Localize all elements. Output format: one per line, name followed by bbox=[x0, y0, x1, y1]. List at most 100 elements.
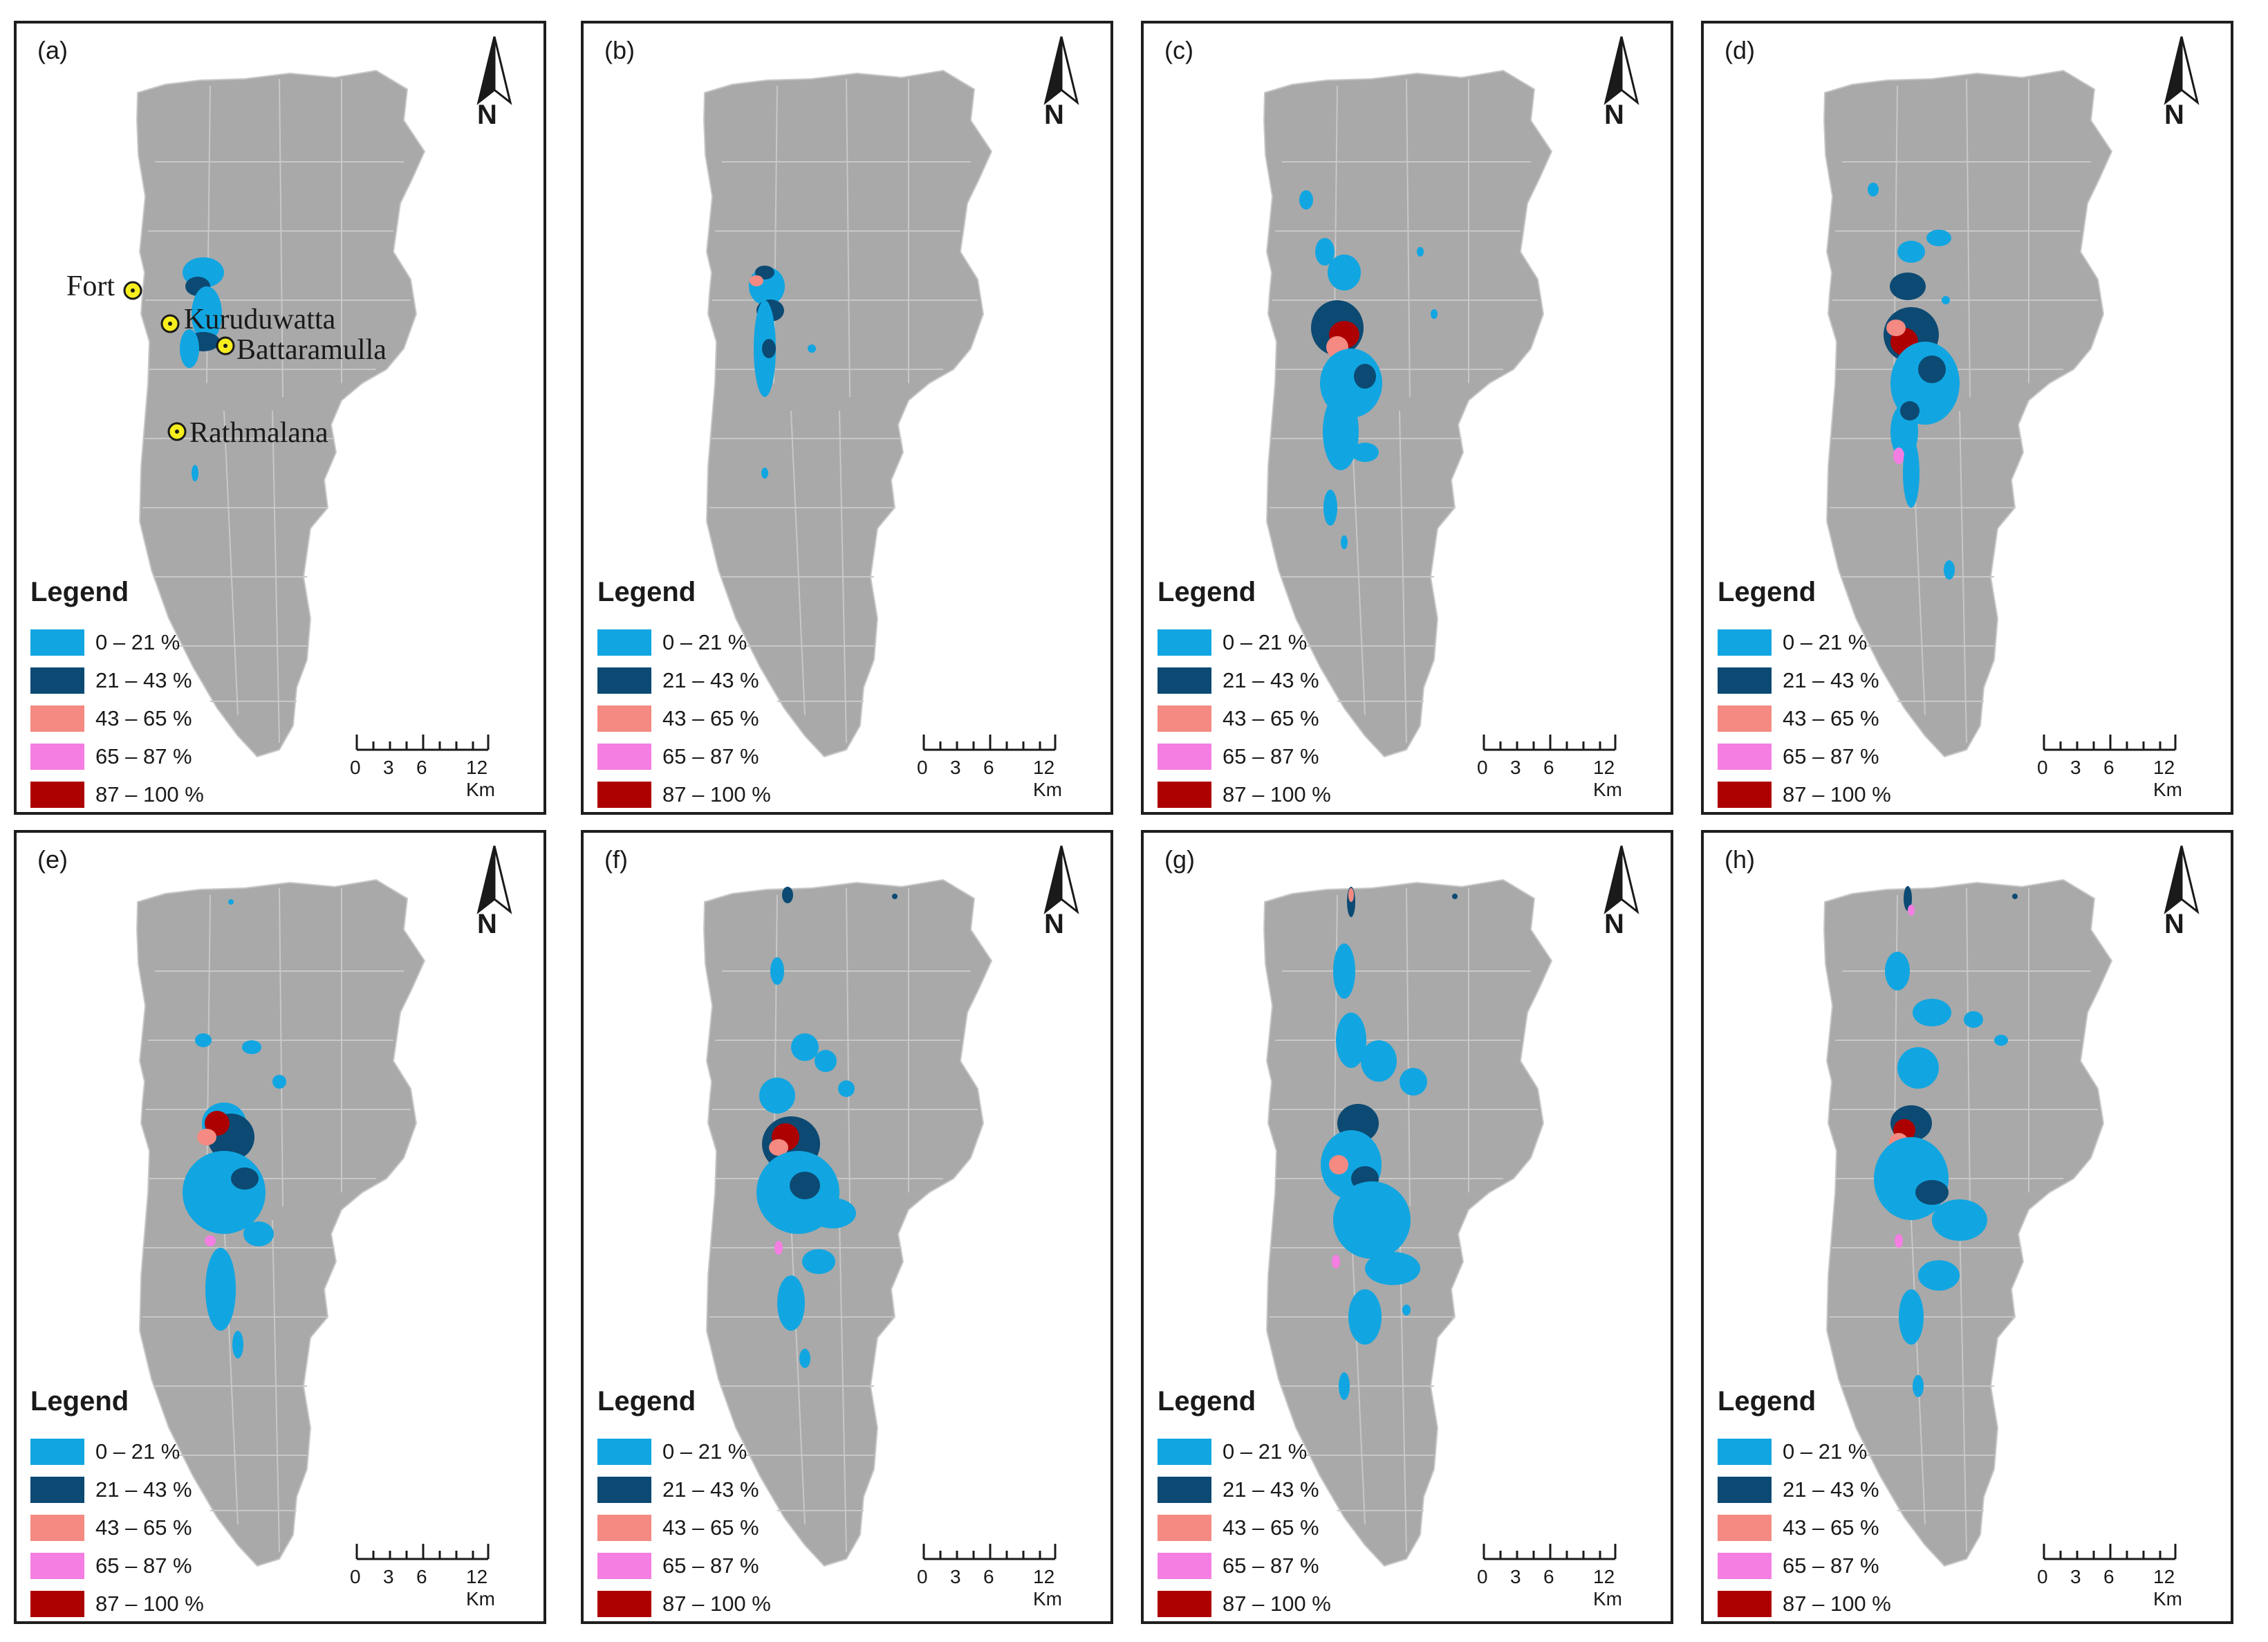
scale-bar-ruler bbox=[355, 735, 490, 751]
class-area-c2 bbox=[1904, 886, 1912, 911]
legend-swatch bbox=[30, 743, 84, 770]
legend-swatch bbox=[30, 705, 84, 732]
class-area-c2 bbox=[1915, 1180, 1949, 1205]
legend-label: 0 – 21 % bbox=[662, 1439, 747, 1464]
admin-boundaries bbox=[1270, 78, 1538, 744]
legend-label: 43 – 65 % bbox=[1223, 1515, 1319, 1540]
class-area-c1 bbox=[1431, 309, 1438, 319]
scale-tick: 3 bbox=[383, 1566, 394, 1587]
legend-label: 21 – 43 % bbox=[95, 667, 192, 692]
legend-swatch bbox=[597, 1438, 651, 1465]
scale-tick: 12 Km bbox=[2153, 757, 2182, 800]
scale-bar-ruler bbox=[922, 1544, 1057, 1560]
legend-label: 21 – 43 % bbox=[1783, 1477, 1879, 1502]
class-area-c1 bbox=[1333, 1181, 1411, 1259]
scale-tick: 3 bbox=[950, 1566, 961, 1587]
admin-boundaries bbox=[142, 78, 411, 744]
scale-bar-ruler bbox=[2043, 735, 2177, 751]
legend-label: 43 – 65 % bbox=[95, 1515, 192, 1540]
class-area-c1 bbox=[228, 899, 234, 905]
class-area-c1 bbox=[1897, 1047, 1939, 1089]
district-map bbox=[123, 69, 426, 758]
scale-tick: 3 bbox=[2070, 1566, 2081, 1587]
legend: Legend 0 – 21 % 21 – 43 % 43 – 65 % 65 – 87… bbox=[1718, 1386, 1967, 1621]
district-map bbox=[703, 878, 993, 1567]
legend-item: 43 – 65 % bbox=[597, 699, 846, 737]
class-area-c1 bbox=[1323, 393, 1359, 470]
legend-label: 65 – 87 % bbox=[95, 744, 192, 768]
map-panel-d: (d) N Legend 0 – 21 % 21 – 43 % 43 – 65 % 6… bbox=[1701, 21, 2233, 815]
legend-label: 43 – 65 % bbox=[1783, 1515, 1879, 1540]
legend-label: 0 – 21 % bbox=[1223, 629, 1308, 654]
legend: Legend 0 – 21 % 21 – 43 % 43 – 65 % 65 – 87… bbox=[1718, 577, 1967, 812]
legend-item: 87 – 100 % bbox=[30, 775, 279, 812]
map-panel-a: (a) N Legend 0 – 21 % 21 – 43 % 43 – 65 % 6… bbox=[14, 21, 546, 815]
place-marker-dot bbox=[223, 344, 227, 348]
north-arrow: N bbox=[463, 33, 526, 130]
built-up-overlay bbox=[1868, 183, 1960, 580]
class-area-c1 bbox=[838, 1080, 855, 1097]
scale-tick: 0 bbox=[917, 1566, 928, 1587]
legend-item: 21 – 43 % bbox=[30, 1470, 279, 1509]
class-area-c1 bbox=[808, 344, 816, 353]
legend-swatch bbox=[1158, 1438, 1211, 1465]
legend-label: 87 – 100 % bbox=[1783, 1591, 1891, 1616]
legend-label: 21 – 43 % bbox=[95, 1477, 192, 1502]
legend-swatch bbox=[1718, 781, 1772, 808]
district-map bbox=[1823, 878, 2113, 1567]
scale-bar: 0 3 6 12 Km bbox=[1470, 729, 1643, 800]
class-area-c1 bbox=[1903, 439, 1920, 508]
class-area-c1 bbox=[1341, 535, 1348, 549]
class-area-c1 bbox=[1918, 1260, 1960, 1291]
legend-item: 43 – 65 % bbox=[30, 699, 279, 737]
legend-title: Legend bbox=[1718, 1386, 1816, 1417]
legend-swatch bbox=[1158, 1476, 1211, 1503]
scale-tick: 3 bbox=[383, 757, 394, 778]
legend-label: 21 – 43 % bbox=[662, 667, 759, 692]
class-area-c4 bbox=[1332, 1255, 1340, 1269]
legend-swatch bbox=[1718, 629, 1772, 656]
class-area-c1 bbox=[777, 1275, 805, 1331]
class-area-c1 bbox=[759, 1078, 795, 1114]
legend-swatch bbox=[597, 781, 651, 808]
legend-item: 21 – 43 % bbox=[597, 1470, 846, 1509]
legend-swatch bbox=[597, 743, 651, 770]
legend: Legend 0 – 21 % 21 – 43 % 43 – 65 % 65 – 87… bbox=[1158, 577, 1406, 812]
north-arrow-icon bbox=[2164, 36, 2200, 105]
class-area-c2 bbox=[1354, 364, 1376, 389]
legend-item: 87 – 100 % bbox=[1158, 775, 1406, 812]
built-up-overlay bbox=[756, 887, 898, 1368]
legend-swatch bbox=[30, 1514, 84, 1541]
scale-tick: 0 bbox=[350, 1566, 361, 1587]
panel-label: (h) bbox=[1725, 845, 1755, 874]
class-area-c2 bbox=[790, 1172, 820, 1199]
scale-tick: 6 bbox=[416, 1566, 427, 1587]
legend-swatch bbox=[1158, 1590, 1211, 1617]
legend: Legend 0 – 21 % 21 – 43 % 43 – 65 % 65 – 87… bbox=[30, 577, 279, 812]
legend-swatch bbox=[1158, 1514, 1211, 1541]
legend-title: Legend bbox=[1158, 577, 1256, 607]
legend-swatch bbox=[30, 667, 84, 694]
legend-item: 0 – 21 % bbox=[1718, 1432, 1967, 1470]
scale-tick: 6 bbox=[983, 1566, 994, 1587]
built-up-overlay bbox=[1874, 886, 2018, 1397]
built-up-overlay bbox=[1299, 190, 1438, 549]
class-area-c1 bbox=[195, 1033, 212, 1047]
legend-item: 87 – 100 % bbox=[597, 1585, 846, 1621]
class-area-c1 bbox=[1417, 247, 1424, 257]
map-panel-f: (f) N Legend 0 – 21 % 21 – 43 % 43 – 65 % 6… bbox=[581, 830, 1113, 1624]
legend-swatch bbox=[1158, 743, 1211, 770]
legend: Legend 0 – 21 % 21 – 43 % 43 – 65 % 65 – 87… bbox=[1158, 1386, 1406, 1621]
legend-label: 21 – 43 % bbox=[1223, 1477, 1319, 1502]
place-label: Rathmalana bbox=[189, 417, 328, 449]
district-map bbox=[1823, 69, 2113, 758]
legend-label: 0 – 21 % bbox=[1223, 1439, 1308, 1464]
district-map bbox=[703, 69, 993, 758]
class-area-c4 bbox=[1893, 448, 1904, 464]
legend-title: Legend bbox=[30, 577, 129, 607]
legend-swatch bbox=[597, 1590, 651, 1617]
legend-label: 43 – 65 % bbox=[1223, 705, 1319, 730]
scale-tick: 6 bbox=[1543, 757, 1554, 778]
scale-bar-ruler bbox=[355, 1544, 490, 1560]
legend-item: 0 – 21 % bbox=[30, 623, 279, 661]
